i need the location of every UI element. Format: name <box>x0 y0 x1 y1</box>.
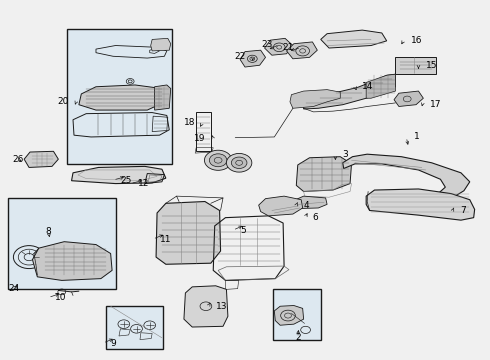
Text: 10: 10 <box>55 293 67 302</box>
Text: 15: 15 <box>426 61 437 70</box>
Polygon shape <box>290 90 340 108</box>
Text: 26: 26 <box>12 155 24 164</box>
Polygon shape <box>240 50 266 67</box>
Polygon shape <box>72 166 166 184</box>
Text: 8: 8 <box>46 228 51 237</box>
Text: 25: 25 <box>121 176 132 185</box>
Bar <box>196 112 211 151</box>
Text: 23: 23 <box>261 40 272 49</box>
Bar <box>273 289 321 339</box>
Polygon shape <box>274 306 304 325</box>
Polygon shape <box>304 74 395 109</box>
Polygon shape <box>156 202 220 264</box>
Text: 20: 20 <box>58 96 69 105</box>
Bar <box>106 306 163 348</box>
Bar <box>395 57 436 74</box>
Text: 14: 14 <box>362 82 374 91</box>
Text: 24: 24 <box>9 284 20 293</box>
Bar <box>67 30 172 164</box>
Polygon shape <box>292 196 327 209</box>
Text: 13: 13 <box>216 302 227 311</box>
Text: 12: 12 <box>138 179 149 188</box>
Polygon shape <box>24 151 58 167</box>
Text: 6: 6 <box>313 213 318 222</box>
Polygon shape <box>32 242 112 280</box>
Text: 1: 1 <box>414 132 419 141</box>
Polygon shape <box>184 286 228 327</box>
Polygon shape <box>343 154 470 205</box>
Polygon shape <box>155 85 171 110</box>
Text: 11: 11 <box>160 235 172 244</box>
Polygon shape <box>259 196 303 216</box>
Text: 4: 4 <box>304 201 309 210</box>
Polygon shape <box>265 39 293 55</box>
Polygon shape <box>296 157 351 192</box>
Polygon shape <box>151 39 171 51</box>
Text: 18: 18 <box>184 118 195 127</box>
Polygon shape <box>394 91 423 107</box>
Text: 16: 16 <box>411 36 423 45</box>
Circle shape <box>231 157 247 168</box>
Polygon shape <box>366 189 475 220</box>
Circle shape <box>209 154 227 167</box>
Text: 5: 5 <box>240 226 246 235</box>
Text: 21: 21 <box>283 43 294 52</box>
Text: 22: 22 <box>235 52 246 61</box>
Text: 19: 19 <box>195 134 206 143</box>
Polygon shape <box>366 74 395 98</box>
Circle shape <box>226 153 252 172</box>
Text: 3: 3 <box>343 150 348 159</box>
Text: 17: 17 <box>430 100 441 109</box>
Circle shape <box>204 150 232 170</box>
Polygon shape <box>79 85 167 110</box>
Bar <box>8 198 116 289</box>
Text: 2: 2 <box>295 333 300 342</box>
Polygon shape <box>321 30 387 48</box>
Text: 7: 7 <box>460 206 465 215</box>
Text: 9: 9 <box>110 339 116 348</box>
Polygon shape <box>287 42 318 59</box>
